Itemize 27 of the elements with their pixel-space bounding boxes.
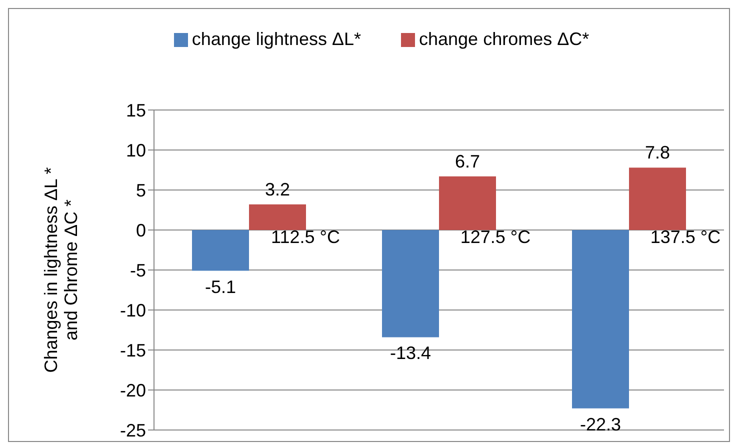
x-tick-label: 137.5 °C bbox=[650, 226, 721, 247]
bar bbox=[572, 230, 629, 408]
data-label: 3.2 bbox=[264, 179, 290, 200]
legend-label: change lightness ΔL* bbox=[192, 29, 362, 49]
y-axis-title: Changes in lightness ΔL * and Chrome ΔC * bbox=[41, 167, 81, 373]
y-tick-label: -5 bbox=[130, 260, 146, 280]
bar bbox=[192, 230, 249, 271]
y-tick-label: -10 bbox=[120, 300, 146, 320]
y-tick-label: -25 bbox=[120, 420, 146, 440]
y-tick-label: 10 bbox=[126, 140, 146, 160]
data-label: -5.1 bbox=[204, 276, 236, 297]
x-tick-label: 127.5 °C bbox=[460, 226, 531, 247]
data-label: -13.4 bbox=[390, 343, 432, 364]
legend-label: change chromes ΔC* bbox=[419, 29, 590, 49]
y-tick-label: 15 bbox=[126, 100, 146, 120]
bar bbox=[629, 168, 686, 230]
bar bbox=[249, 204, 306, 230]
data-label: 6.7 bbox=[454, 151, 480, 172]
bar bbox=[439, 176, 496, 230]
x-tick-label: 112.5 °C bbox=[271, 226, 340, 247]
data-label: 7.8 bbox=[644, 142, 670, 163]
y-tick-label: -15 bbox=[120, 340, 146, 360]
data-label: -22.3 bbox=[580, 414, 622, 434]
bar bbox=[382, 230, 439, 338]
y-tick-label: 5 bbox=[136, 180, 146, 200]
y-tick-label: -20 bbox=[120, 380, 146, 400]
y-tick-label: 0 bbox=[136, 220, 146, 240]
